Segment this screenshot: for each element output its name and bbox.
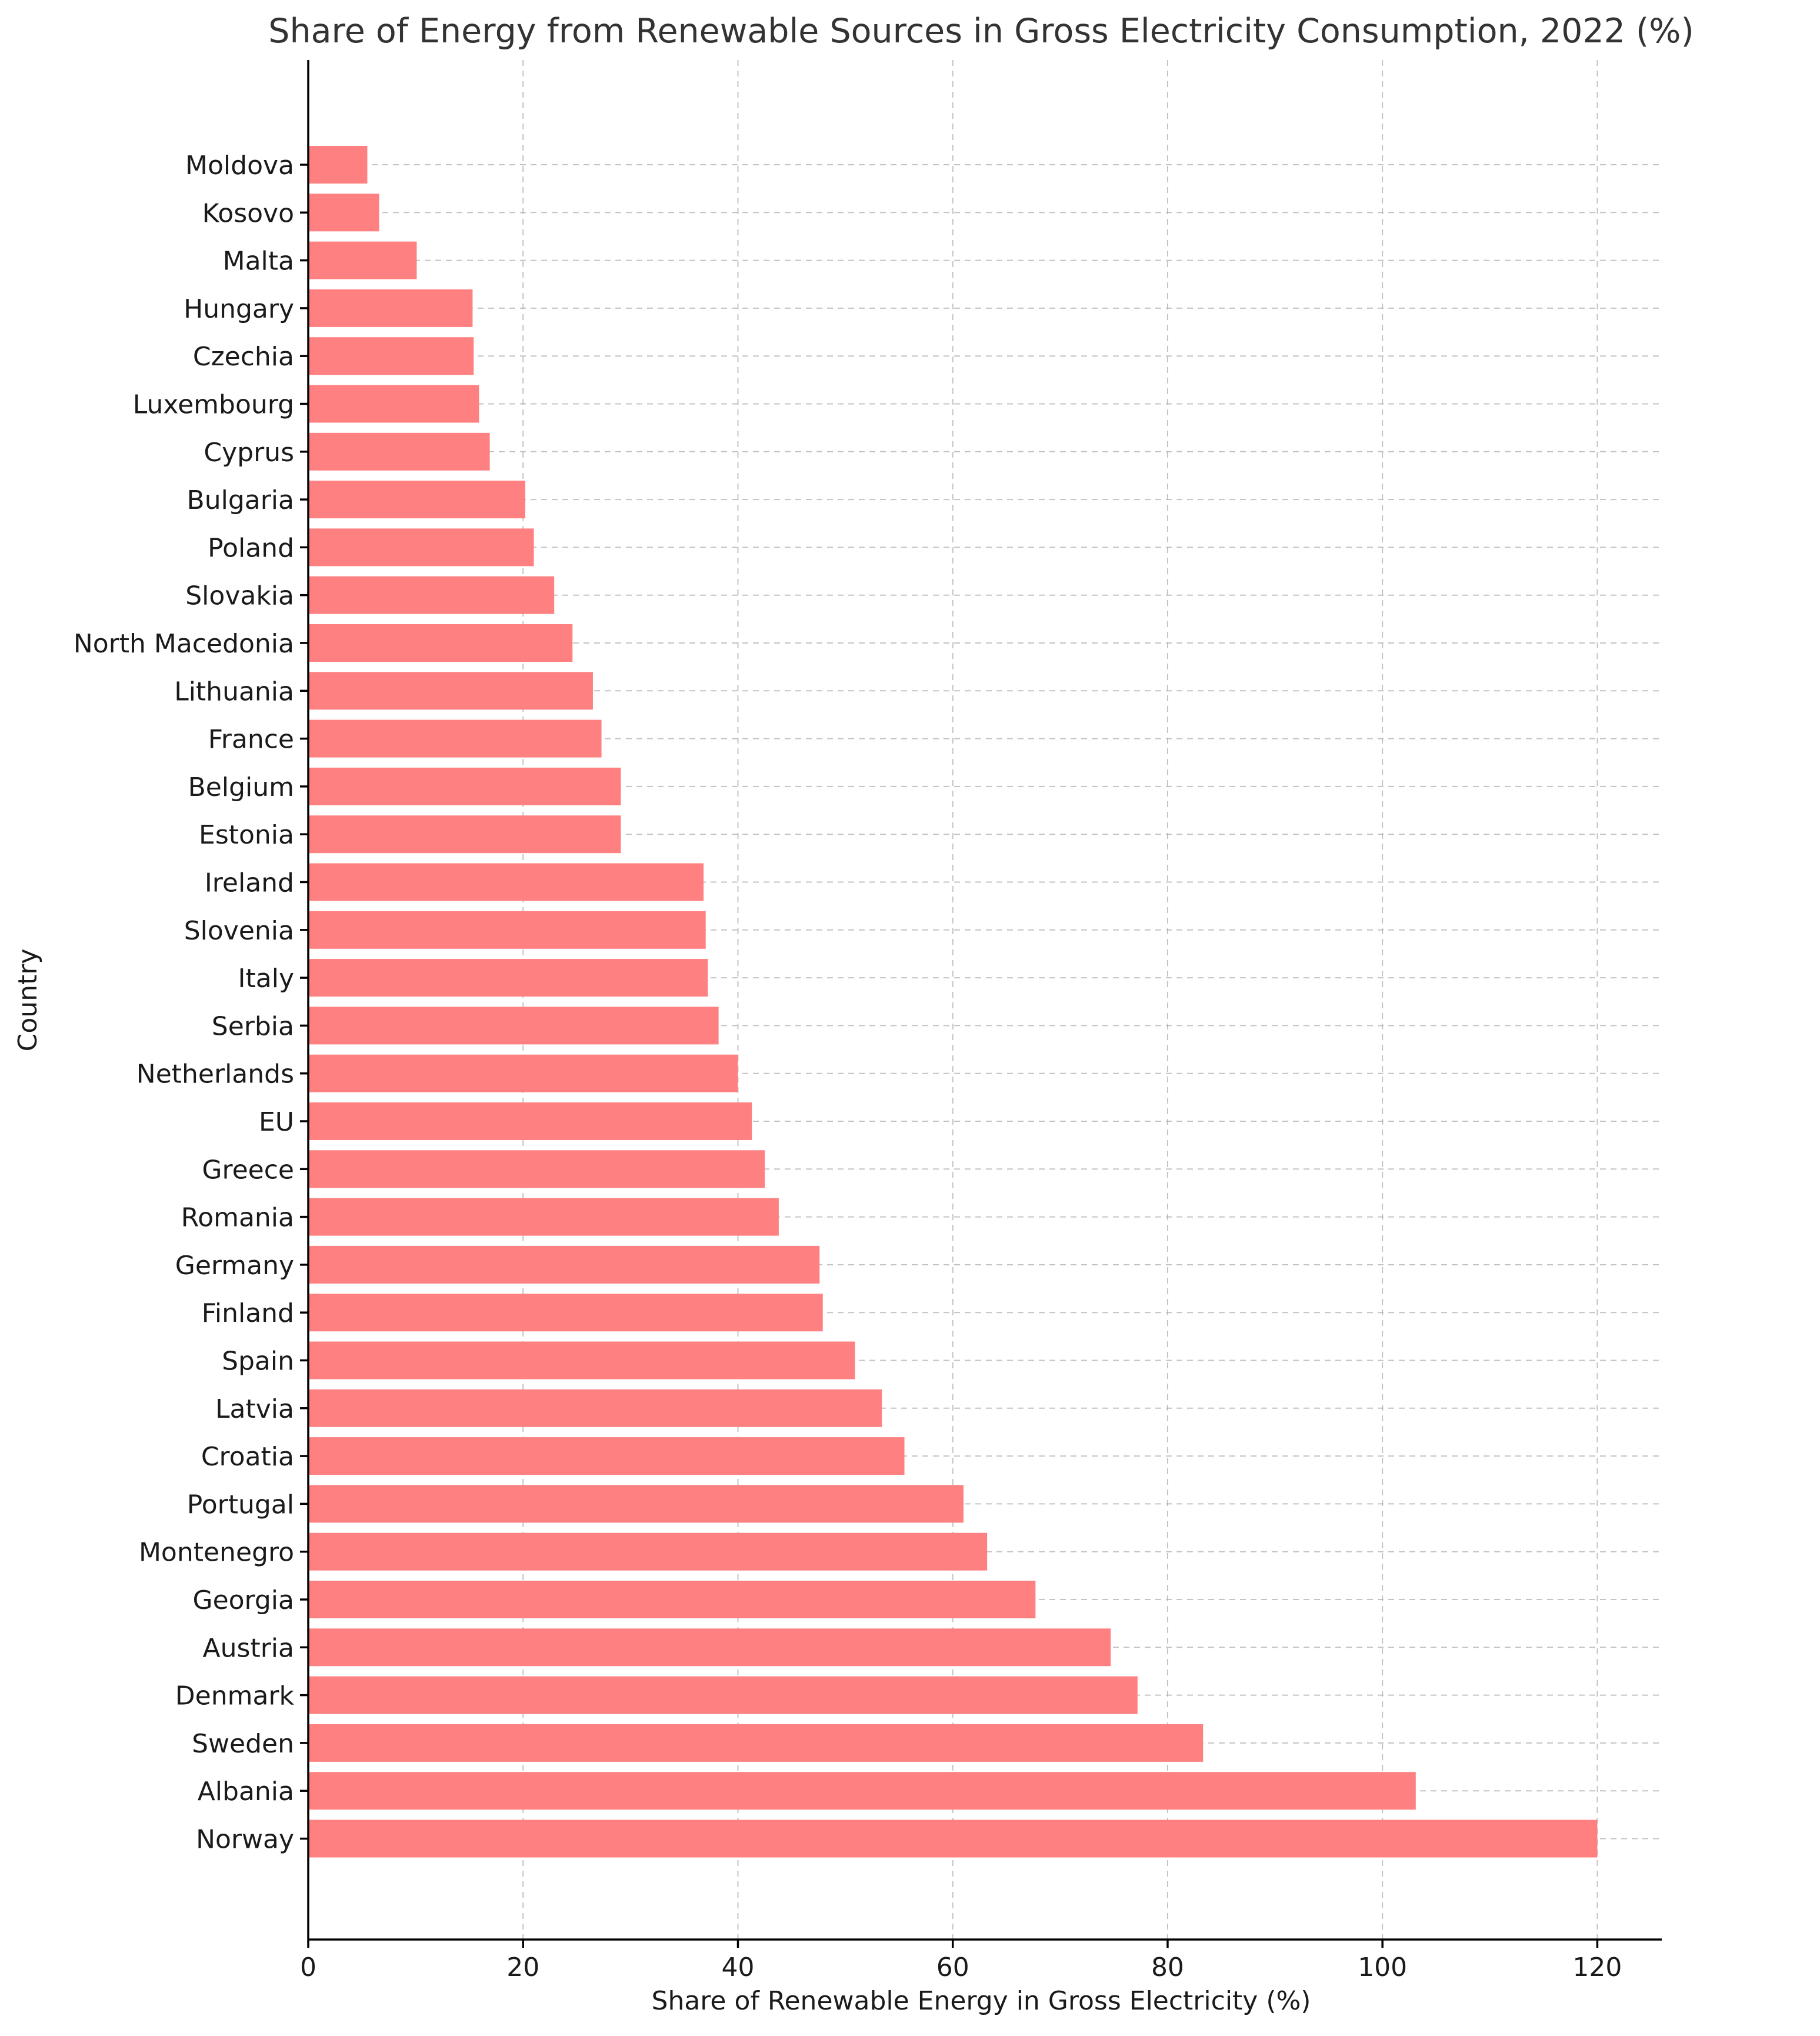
y-tick-label: Moldova: [185, 151, 294, 181]
y-tick-label: Norway: [196, 1825, 294, 1855]
y-tick-label: Poland: [208, 533, 294, 563]
bar-malta: [308, 241, 417, 279]
y-tick-label: Belgium: [188, 772, 294, 802]
y-axis-ticks: Moldova Kosovo Malta Hungary Czechia Luxembou…: [74, 151, 308, 1855]
bar-france: [308, 719, 602, 758]
y-tick-label: Austria: [203, 1633, 294, 1663]
bar-hungary: [308, 289, 473, 327]
x-tick-label: 0: [300, 1952, 316, 1982]
bar-germany: [308, 1245, 820, 1284]
x-axis-title: Share of Renewable Energy in Gross Elect…: [652, 1986, 1311, 2016]
y-tick-label: Georgia: [192, 1585, 294, 1615]
bar-serbia: [308, 1007, 719, 1045]
y-tick-label: Slovenia: [184, 916, 294, 946]
bar-sweden: [308, 1724, 1204, 1762]
bar-north-macedonia: [308, 624, 573, 662]
bar-greece: [308, 1150, 765, 1188]
bar-portugal: [308, 1485, 964, 1523]
y-tick-label: Finland: [202, 1298, 294, 1328]
y-tick-label: Bulgaria: [187, 485, 294, 515]
y-axis-title: Country: [13, 949, 43, 1052]
y-tick-label: Serbia: [212, 1011, 294, 1041]
y-tick-label: Kosovo: [202, 198, 294, 228]
bar-bulgaria: [308, 481, 525, 519]
y-tick-label: Lithuania: [174, 677, 294, 707]
x-axis-ticks: 0 20 40 60 80 100 120: [300, 1940, 1622, 1982]
y-tick-label: Albania: [198, 1777, 294, 1807]
y-tick-label: Sweden: [192, 1729, 294, 1759]
x-tick-label: 60: [936, 1952, 969, 1982]
bar-romania: [308, 1198, 779, 1236]
y-tick-label: Germany: [175, 1251, 294, 1281]
y-tick-label: Estonia: [199, 820, 294, 850]
y-tick-label: Luxembourg: [133, 390, 294, 420]
bar-austria: [308, 1628, 1111, 1667]
axes: [307, 60, 1662, 1941]
x-tick-label: 40: [721, 1952, 754, 1982]
x-tick-label: 20: [506, 1952, 539, 1982]
y-tick-label: North Macedonia: [74, 629, 294, 659]
bar-montenegro: [308, 1532, 988, 1571]
y-tick-label: Croatia: [201, 1442, 294, 1472]
bar-poland: [308, 528, 534, 567]
y-tick-label: Netherlands: [136, 1059, 294, 1089]
y-tick-label: Romania: [181, 1203, 294, 1233]
y-tick-label: Cyprus: [204, 438, 294, 468]
y-tick-label: Czechia: [193, 342, 294, 372]
chart-title: Share of Energy from Renewable Sources i…: [268, 12, 1694, 51]
bar-eu: [308, 1102, 752, 1140]
bar-italy: [308, 959, 708, 997]
bar-netherlands: [308, 1054, 738, 1092]
bar-georgia: [308, 1581, 1036, 1618]
bar-ireland: [308, 863, 704, 901]
y-tick-label: France: [208, 725, 294, 755]
bar-czechia: [308, 337, 474, 375]
bar-albania: [308, 1772, 1416, 1810]
y-tick-label: Malta: [223, 246, 294, 276]
bar-croatia: [308, 1437, 905, 1475]
bar-kosovo: [308, 194, 379, 232]
y-tick-label: Spain: [222, 1347, 294, 1377]
bar-finland: [308, 1294, 823, 1332]
y-tick-label: Denmark: [175, 1681, 295, 1711]
bar-latvia: [308, 1389, 882, 1427]
bar-spain: [308, 1341, 855, 1379]
bar-moldova: [308, 146, 368, 184]
y-tick-label: Italy: [238, 964, 294, 994]
bar-belgium: [308, 767, 621, 805]
y-tick-label: Latvia: [215, 1394, 294, 1424]
bar-luxembourg: [308, 385, 479, 423]
bar-slovenia: [308, 911, 706, 949]
y-tick-label: Hungary: [184, 294, 294, 324]
y-tick-label: Ireland: [205, 868, 294, 898]
bar-norway: [308, 1820, 1598, 1858]
bar-series: [308, 146, 1598, 1858]
bar-lithuania: [308, 672, 593, 710]
y-tick-label: Montenegro: [139, 1538, 294, 1568]
x-tick-label: 80: [1151, 1952, 1184, 1982]
y-tick-label: Greece: [202, 1155, 294, 1185]
bar-denmark: [308, 1676, 1138, 1714]
y-tick-label: Slovakia: [185, 581, 294, 611]
y-tick-label: Portugal: [187, 1489, 294, 1519]
x-tick-label: 120: [1572, 1952, 1622, 1982]
bar-estonia: [308, 815, 621, 854]
bar-slovakia: [308, 576, 555, 614]
bar-cyprus: [308, 432, 490, 471]
y-tick-label: EU: [259, 1107, 294, 1137]
x-tick-label: 100: [1358, 1952, 1407, 1982]
